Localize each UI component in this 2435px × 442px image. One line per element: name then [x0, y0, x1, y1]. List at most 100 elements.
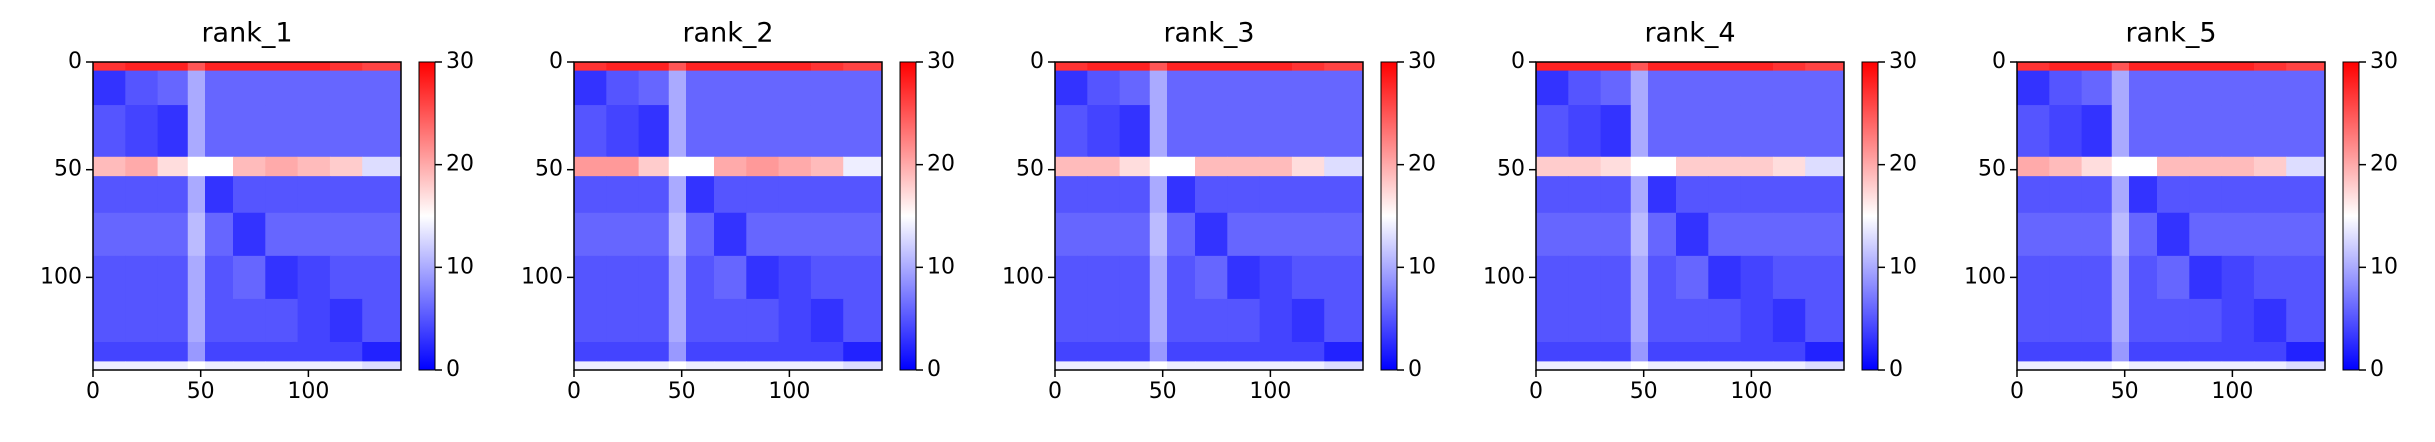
heatmap-cell: [1324, 156, 1364, 177]
heatmap-cell: [574, 176, 607, 214]
heatmap-cell: [297, 361, 331, 371]
heatmap-cell: [778, 342, 812, 362]
heatmap-cell: [606, 212, 640, 257]
heatmap-cell: [2081, 156, 2113, 177]
heatmap-cell: [1708, 70, 1742, 106]
heatmap-cell: [1568, 176, 1602, 214]
heatmap-cell: [1259, 342, 1293, 362]
heatmap-cell: [2081, 342, 2113, 362]
heatmap-cell: [2157, 156, 2190, 177]
heatmap-cell: [157, 255, 189, 300]
chart-title: rank_4: [1644, 18, 1735, 49]
heatmap-cell: [1772, 70, 1806, 106]
heatmap-cell: [810, 255, 844, 300]
heatmap-cell: [125, 342, 159, 362]
heatmap-cell: [329, 255, 363, 300]
heatmap-cell: [1324, 62, 1364, 72]
heatmap-cell: [843, 298, 883, 343]
x-tick-label: 0: [1529, 379, 1543, 404]
colorbar-tick-label: 10: [2370, 254, 2398, 279]
heatmap-cell: [1324, 212, 1364, 257]
heatmap-cell: [2129, 298, 2158, 343]
heatmap-cell: [1291, 298, 1325, 343]
heatmap-cell: [205, 255, 234, 300]
heatmap-cell: [668, 361, 687, 371]
heatmap-cell: [2129, 156, 2158, 177]
heatmap-cell: [2017, 70, 2050, 106]
heatmap-cell: [1708, 156, 1742, 177]
heatmap-cell: [2286, 62, 2326, 72]
heatmap-cell: [1149, 342, 1168, 362]
y-tick-label: 0: [1511, 49, 1525, 74]
heatmap-cell: [2017, 62, 2050, 72]
heatmap-cell: [93, 298, 126, 343]
heatmap-cell: [1087, 176, 1121, 214]
heatmap-cell: [1149, 62, 1168, 72]
heatmap-cell: [1227, 176, 1261, 214]
heatmap-cell: [2049, 176, 2083, 214]
heatmap-cell: [1119, 70, 1151, 106]
heatmap-cell: [1805, 342, 1845, 362]
heatmap-cell: [2221, 361, 2255, 371]
heatmap-cell: [1708, 255, 1742, 300]
heatmap-cell: [125, 361, 159, 371]
heatmap-cell: [778, 70, 812, 106]
heatmap-cell: [638, 361, 670, 371]
colorbar-tick-label: 20: [2370, 152, 2398, 177]
heatmap-cell: [686, 298, 715, 343]
heatmap-cell: [2253, 62, 2287, 72]
heatmap-cell: [205, 361, 234, 371]
heatmap-cell: [2189, 298, 2223, 343]
heatmap-cell: [1195, 342, 1228, 362]
heatmap-cell: [265, 105, 299, 158]
colorbar-tick-label: 0: [1408, 357, 1422, 382]
heatmap-cell: [638, 342, 670, 362]
heatmap-cell: [1055, 212, 1088, 257]
heatmap-cell: [1119, 342, 1151, 362]
heatmap-cell: [1167, 70, 1196, 106]
heatmap-cell: [2157, 212, 2190, 257]
heatmap-cell: [574, 105, 607, 158]
heatmap-cell: [233, 156, 266, 177]
heatmap-cell: [2189, 342, 2223, 362]
heatmap-cell: [714, 255, 747, 300]
y-tick-label: 50: [535, 157, 563, 182]
heatmap-cell: [843, 255, 883, 300]
heatmap-cell: [686, 62, 715, 72]
heatmap-cell: [233, 105, 266, 158]
heatmap-cell: [1167, 255, 1196, 300]
heatmap-cell: [1119, 105, 1151, 158]
heatmap-cell: [265, 212, 299, 257]
heatmap-cell: [1600, 176, 1632, 214]
heatmap-cell: [2221, 70, 2255, 106]
heatmap-cell: [638, 298, 670, 343]
heatmap-cell: [746, 342, 780, 362]
heatmap-cell: [574, 298, 607, 343]
heatmap-cell: [2286, 176, 2326, 214]
heatmap-cell: [2129, 212, 2158, 257]
heatmap-cell: [297, 156, 331, 177]
heatmap-cell: [746, 176, 780, 214]
heatmap-cell: [1740, 105, 1774, 158]
heatmap-cell: [1676, 176, 1709, 214]
heatmap-cell: [362, 156, 402, 177]
heatmap-cell: [2111, 298, 2130, 343]
heatmap-cell: [1708, 212, 1742, 257]
heatmap-cell: [362, 298, 402, 343]
heatmap-cell: [233, 255, 266, 300]
heatmap-cell: [1149, 156, 1168, 177]
heatmap-cell: [297, 255, 331, 300]
colorbar: [1380, 61, 1398, 371]
heatmap-cell: [2111, 105, 2130, 158]
heatmap-cell: [2157, 62, 2190, 72]
heatmap-cell: [2157, 342, 2190, 362]
heatmap-cell: [2049, 255, 2083, 300]
heatmap-cell: [2111, 342, 2130, 362]
heatmap-cell: [810, 70, 844, 106]
heatmap-cell: [2286, 212, 2326, 257]
heatmap-cell: [1167, 212, 1196, 257]
heatmap-cell: [1149, 298, 1168, 343]
heatmap-cell: [574, 255, 607, 300]
heatmap-cell: [1167, 342, 1196, 362]
heatmap-cell: [1195, 361, 1228, 371]
